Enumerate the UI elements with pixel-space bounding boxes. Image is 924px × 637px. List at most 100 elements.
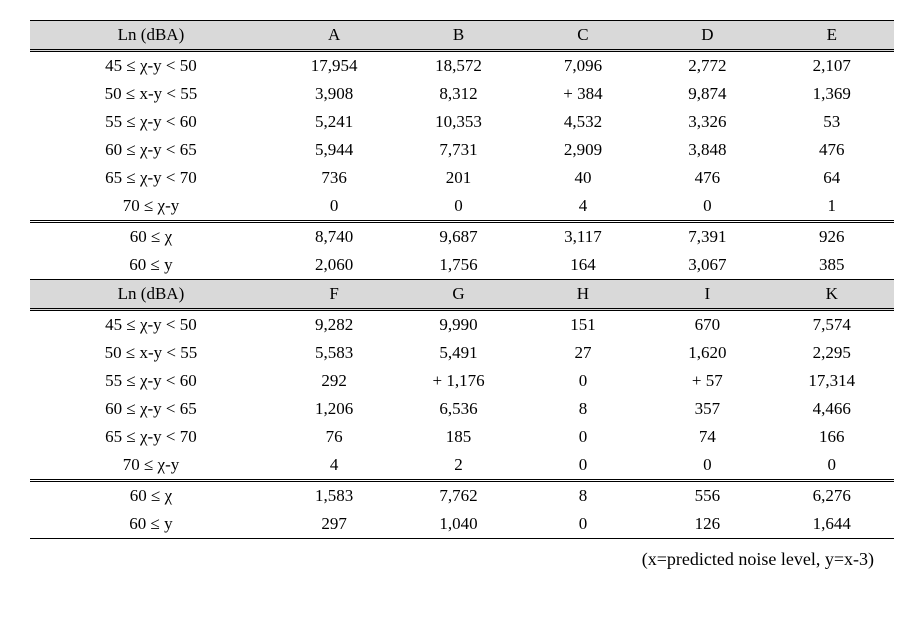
- table-row: 60 ≤ χ-y < 651,2066,53683574,466: [30, 395, 894, 423]
- table-row: 50 ≤ x-y < 555,5835,491271,6202,295: [30, 339, 894, 367]
- value-cell: 2,909: [521, 136, 645, 164]
- header-column-label: D: [645, 21, 769, 51]
- value-cell: + 384: [521, 80, 645, 108]
- value-cell: 1,369: [770, 80, 894, 108]
- table-row: 60 ≤ y2971,04001261,644: [30, 510, 894, 539]
- header-column-label: K: [770, 280, 894, 310]
- header-column-label: G: [396, 280, 520, 310]
- table-row: 50 ≤ x-y < 553,9088,312+ 3849,8741,369: [30, 80, 894, 108]
- value-cell: 0: [521, 367, 645, 395]
- value-cell: 1,583: [272, 481, 396, 511]
- header-column-label: I: [645, 280, 769, 310]
- table-row: 60 ≤ y2,0601,7561643,067385: [30, 251, 894, 280]
- header-column-label: A: [272, 21, 396, 51]
- table-row: 45 ≤ χ-y < 5017,95418,5727,0962,7722,107: [30, 51, 894, 81]
- value-cell: 357: [645, 395, 769, 423]
- range-cell: 65 ≤ χ-y < 70: [30, 423, 272, 451]
- range-cell: 60 ≤ y: [30, 251, 272, 280]
- header-range-label: Ln (dBA): [30, 280, 272, 310]
- range-cell: 65 ≤ χ-y < 70: [30, 164, 272, 192]
- table-header-row: Ln (dBA)FGHIK: [30, 280, 894, 310]
- table-row: 55 ≤ χ-y < 605,24110,3534,5323,32653: [30, 108, 894, 136]
- value-cell: 185: [396, 423, 520, 451]
- range-cell: 70 ≤ χ-y: [30, 451, 272, 481]
- value-cell: 74: [645, 423, 769, 451]
- table-row: 70 ≤ χ-y00401: [30, 192, 894, 222]
- range-cell: 60 ≤ χ-y < 65: [30, 395, 272, 423]
- value-cell: 3,848: [645, 136, 769, 164]
- value-cell: 476: [770, 136, 894, 164]
- value-cell: 3,117: [521, 222, 645, 252]
- value-cell: 2,772: [645, 51, 769, 81]
- value-cell: 9,687: [396, 222, 520, 252]
- value-cell: 3,908: [272, 80, 396, 108]
- table-row: 65 ≤ χ-y < 7076185074166: [30, 423, 894, 451]
- value-cell: 0: [272, 192, 396, 222]
- table-header-row: Ln (dBA)ABCDE: [30, 21, 894, 51]
- value-cell: 736: [272, 164, 396, 192]
- range-cell: 60 ≤ χ-y < 65: [30, 136, 272, 164]
- value-cell: 385: [770, 251, 894, 280]
- value-cell: 76: [272, 423, 396, 451]
- value-cell: 53: [770, 108, 894, 136]
- value-cell: 0: [396, 192, 520, 222]
- range-cell: 60 ≤ y: [30, 510, 272, 539]
- value-cell: 7,731: [396, 136, 520, 164]
- value-cell: 8,312: [396, 80, 520, 108]
- table-row: 60 ≤ χ1,5837,76285566,276: [30, 481, 894, 511]
- value-cell: 7,391: [645, 222, 769, 252]
- value-cell: 9,874: [645, 80, 769, 108]
- value-cell: 7,574: [770, 310, 894, 340]
- value-cell: 4: [272, 451, 396, 481]
- value-cell: 670: [645, 310, 769, 340]
- value-cell: 18,572: [396, 51, 520, 81]
- value-cell: 8,740: [272, 222, 396, 252]
- value-cell: 0: [770, 451, 894, 481]
- value-cell: 1: [770, 192, 894, 222]
- footnote: (x=predicted noise level, y=x-3): [30, 549, 894, 570]
- value-cell: 1,620: [645, 339, 769, 367]
- value-cell: 926: [770, 222, 894, 252]
- value-cell: 6,536: [396, 395, 520, 423]
- value-cell: 1,040: [396, 510, 520, 539]
- value-cell: 166: [770, 423, 894, 451]
- value-cell: 3,326: [645, 108, 769, 136]
- value-cell: 64: [770, 164, 894, 192]
- value-cell: + 57: [645, 367, 769, 395]
- value-cell: 9,282: [272, 310, 396, 340]
- value-cell: 556: [645, 481, 769, 511]
- range-cell: 55 ≤ χ-y < 60: [30, 108, 272, 136]
- table-row: 65 ≤ χ-y < 707362014047664: [30, 164, 894, 192]
- header-column-label: H: [521, 280, 645, 310]
- value-cell: 151: [521, 310, 645, 340]
- range-cell: 55 ≤ χ-y < 60: [30, 367, 272, 395]
- header-column-label: F: [272, 280, 396, 310]
- value-cell: 4,532: [521, 108, 645, 136]
- value-cell: 1,206: [272, 395, 396, 423]
- value-cell: 0: [521, 451, 645, 481]
- value-cell: 17,954: [272, 51, 396, 81]
- header-range-label: Ln (dBA): [30, 21, 272, 51]
- value-cell: 297: [272, 510, 396, 539]
- range-cell: 50 ≤ x-y < 55: [30, 80, 272, 108]
- noise-level-table: Ln (dBA)ABCDE45 ≤ χ-y < 5017,95418,5727,…: [30, 20, 894, 539]
- value-cell: 27: [521, 339, 645, 367]
- value-cell: 9,990: [396, 310, 520, 340]
- table-row: 45 ≤ χ-y < 509,2829,9901516707,574: [30, 310, 894, 340]
- value-cell: 164: [521, 251, 645, 280]
- value-cell: 0: [645, 451, 769, 481]
- table-row: 70 ≤ χ-y42000: [30, 451, 894, 481]
- value-cell: + 1,176: [396, 367, 520, 395]
- value-cell: 1,756: [396, 251, 520, 280]
- value-cell: 40: [521, 164, 645, 192]
- value-cell: 2,060: [272, 251, 396, 280]
- value-cell: 3,067: [645, 251, 769, 280]
- value-cell: 4,466: [770, 395, 894, 423]
- value-cell: 5,491: [396, 339, 520, 367]
- range-cell: 70 ≤ χ-y: [30, 192, 272, 222]
- value-cell: 4: [521, 192, 645, 222]
- value-cell: 201: [396, 164, 520, 192]
- value-cell: 2,295: [770, 339, 894, 367]
- value-cell: 7,762: [396, 481, 520, 511]
- table-row: 60 ≤ χ-y < 655,9447,7312,9093,848476: [30, 136, 894, 164]
